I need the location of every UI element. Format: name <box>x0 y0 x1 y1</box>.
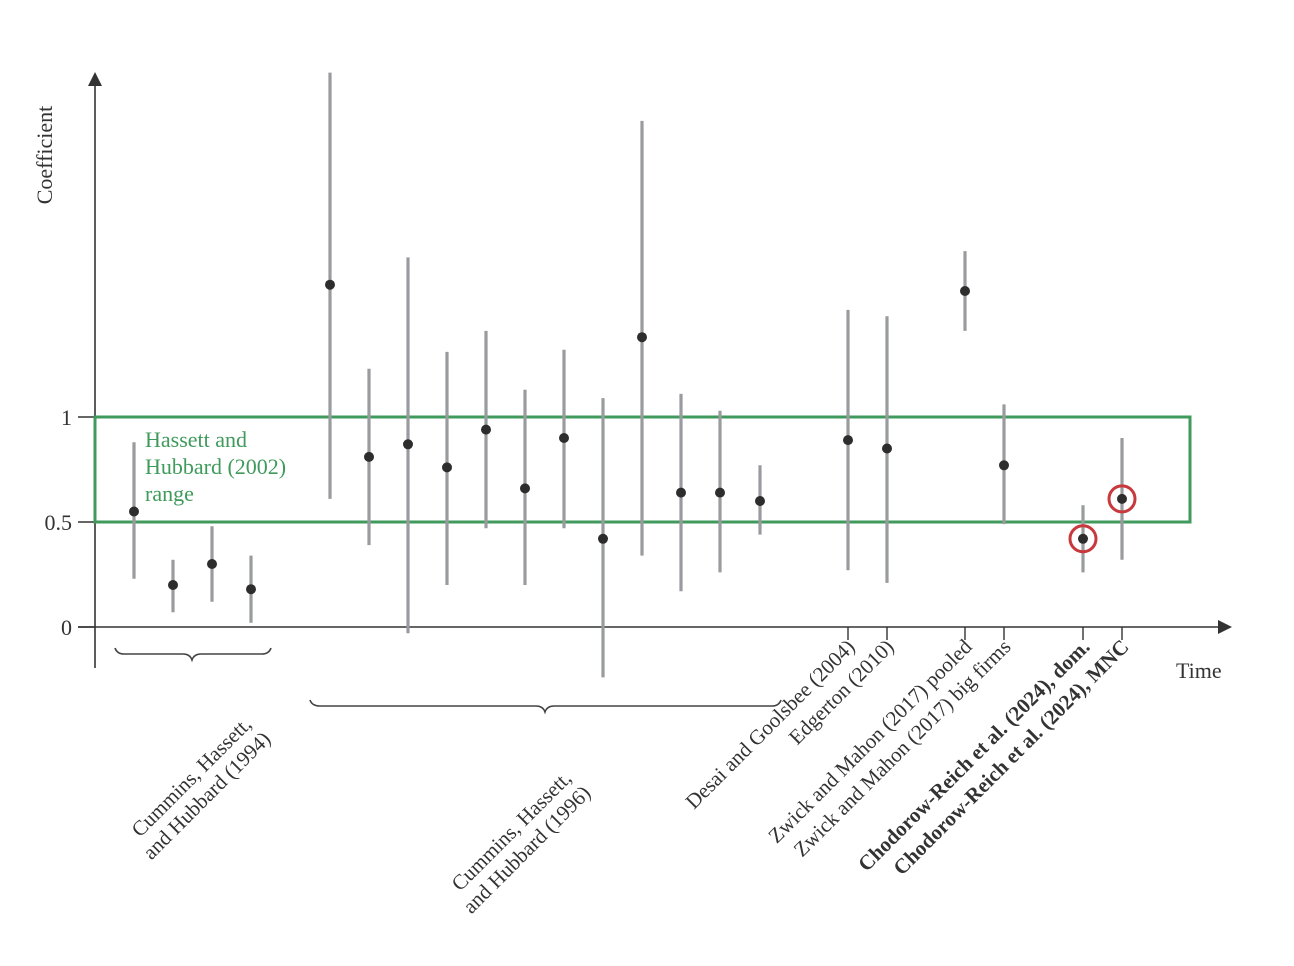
point-estimate <box>481 424 491 435</box>
point-estimate <box>882 443 892 454</box>
point-estimate <box>325 279 335 290</box>
x-axis-label: Time <box>1176 658 1222 683</box>
group-label-chh1994: Cummins, Hassett, and Hubbard (1994) <box>127 712 276 864</box>
point-estimate <box>960 286 970 296</box>
x-tick-labels: Desai and Goolsbee (2004)Edgerton (2010)… <box>681 634 1134 880</box>
x-ticks <box>847 627 1123 640</box>
point-estimate <box>129 506 139 517</box>
point-estimate <box>559 433 569 443</box>
range-label-line-1: Hassett and <box>145 427 247 452</box>
point-estimate <box>403 439 413 450</box>
data-marks <box>129 72 1137 678</box>
highlight-ring <box>1107 484 1137 514</box>
y-ticks: 00.51 <box>45 405 95 640</box>
point-estimate <box>520 483 530 494</box>
point-estimate <box>168 580 178 590</box>
point-estimate <box>715 487 725 498</box>
point-estimate <box>676 487 686 498</box>
point-estimate <box>755 496 765 506</box>
point-estimate <box>246 584 256 595</box>
x-axis-arrow-icon <box>1218 620 1232 634</box>
y-axis-label: Coefficient <box>32 106 57 205</box>
point-estimate <box>999 460 1009 471</box>
point-estimate <box>598 533 608 544</box>
point-estimate <box>843 435 853 446</box>
y-tick-label: 0 <box>61 615 72 640</box>
y-tick-label: 1 <box>61 405 72 430</box>
brace-chh1996 <box>309 699 782 715</box>
point-estimate <box>1078 533 1088 544</box>
range-label-line-3: range <box>145 481 194 506</box>
point-estimate <box>442 462 452 473</box>
point-estimate <box>364 451 374 462</box>
brace-chh1994 <box>114 647 272 663</box>
highlight-ring <box>1068 524 1098 554</box>
range-label-line-2: Hubbard (2002) <box>145 454 286 479</box>
y-axis-arrow-icon <box>88 72 102 86</box>
point-estimate <box>637 332 647 343</box>
point-estimate <box>207 559 217 569</box>
group-label-chh1996: Cummins, Hassett, and Hubbard (1996) <box>447 766 596 918</box>
y-tick-label: 0.5 <box>45 510 73 535</box>
point-estimate <box>1117 493 1127 504</box>
